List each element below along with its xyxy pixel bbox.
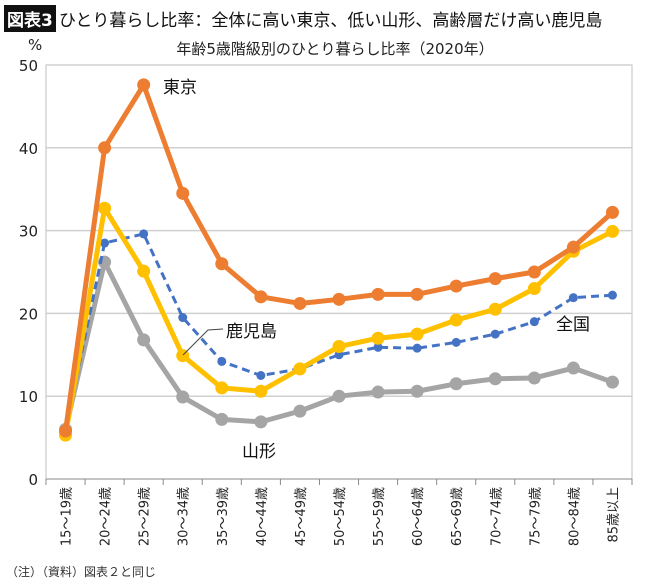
figure-title-text: ひとり暮らし比率：全体に高い東京、低い山形、高齢層だけ高い鹿児島 (58, 10, 603, 31)
leader-line (182, 328, 224, 356)
data-point (254, 384, 268, 398)
data-point (137, 333, 151, 347)
y-axis-unit: % (28, 36, 43, 54)
data-point (490, 329, 500, 339)
plot-area (45, 64, 633, 480)
x-tick-label: 75～79歳 (528, 487, 543, 546)
series-label: 全国 (556, 315, 590, 335)
data-point (98, 201, 112, 215)
data-point (371, 287, 385, 301)
data-point (488, 372, 502, 386)
y-tick-label: 0 (28, 471, 38, 489)
data-point (139, 229, 149, 239)
data-point (254, 415, 268, 429)
chart-title: 年齢5歳階級別のひとり暮らし比率（2020年） (176, 40, 494, 58)
data-point (332, 389, 346, 403)
data-point (488, 302, 502, 316)
x-tick-label: 25～29歳 (138, 487, 153, 546)
data-point (293, 362, 307, 376)
data-point (215, 257, 229, 271)
data-point (332, 292, 346, 306)
data-point (137, 264, 151, 278)
x-tick-label: 45～49歳 (294, 487, 309, 546)
x-tick-label: 15～19歳 (60, 487, 75, 546)
series-line (64, 232, 613, 430)
figure-badge: 図表3 (4, 4, 56, 32)
data-point (293, 404, 307, 418)
data-point (529, 317, 539, 327)
footnote: （注）（資料）図表２と同じ (6, 565, 157, 579)
x-tick-label: 85歳以上 (606, 487, 621, 543)
x-tick-label: 35～39歳 (216, 487, 231, 546)
series-label: 東京 (163, 78, 197, 98)
data-point (449, 313, 463, 327)
figure-title: 図表3 ひとり暮らし比率：全体に高い東京、低い山形、高齢層だけ高い鹿児島 (4, 4, 603, 32)
data-point (566, 361, 580, 375)
data-point (178, 313, 188, 323)
series-label: 鹿児島 (226, 322, 277, 342)
data-point (176, 186, 190, 200)
y-tick-label: 50 (19, 57, 38, 75)
data-point (410, 287, 424, 301)
data-point (605, 205, 619, 219)
data-point (449, 279, 463, 293)
data-point (568, 293, 578, 303)
data-point (371, 331, 385, 345)
x-tick-label: 60～64歳 (411, 487, 426, 546)
data-point (256, 371, 266, 380)
x-tick-label: 20～24歳 (99, 487, 114, 546)
x-tick-label: 70～74歳 (489, 487, 504, 546)
data-point (217, 356, 227, 366)
data-point (566, 240, 580, 254)
data-point (412, 343, 422, 353)
y-tick-label: 40 (19, 140, 38, 158)
data-point (254, 290, 268, 304)
data-point (293, 296, 307, 310)
data-point (605, 224, 619, 238)
series-3 (59, 255, 619, 436)
data-point (137, 78, 151, 92)
data-point (215, 381, 229, 395)
data-point (371, 385, 385, 399)
data-point (488, 272, 502, 286)
series-0 (59, 78, 619, 438)
data-point (449, 377, 463, 391)
x-tick-label: 40～44歳 (255, 487, 270, 546)
series-label: 山形 (242, 442, 276, 462)
data-point (59, 424, 73, 438)
data-point (527, 265, 541, 279)
data-point (527, 371, 541, 385)
y-tick-label: 30 (19, 223, 38, 241)
x-tick-label: 50～54歳 (333, 487, 348, 546)
data-point (527, 282, 541, 296)
data-point (410, 327, 424, 341)
data-point (176, 390, 190, 404)
y-tick-label: 10 (19, 388, 38, 406)
data-point (451, 337, 461, 347)
data-point (607, 290, 617, 300)
x-tick-label: 30～34歳 (177, 487, 192, 546)
series-2 (61, 229, 617, 434)
x-tick-label: 80～84歳 (567, 487, 582, 546)
data-point (410, 384, 424, 398)
x-tick-label: 65～69歳 (450, 487, 465, 546)
y-tick-label: 20 (19, 305, 38, 323)
data-point (332, 340, 346, 354)
data-point (605, 375, 619, 389)
data-point (215, 412, 229, 426)
data-point (100, 238, 110, 248)
data-point (98, 141, 112, 155)
x-tick-label: 55～59歳 (372, 487, 387, 546)
data-point (373, 342, 383, 352)
